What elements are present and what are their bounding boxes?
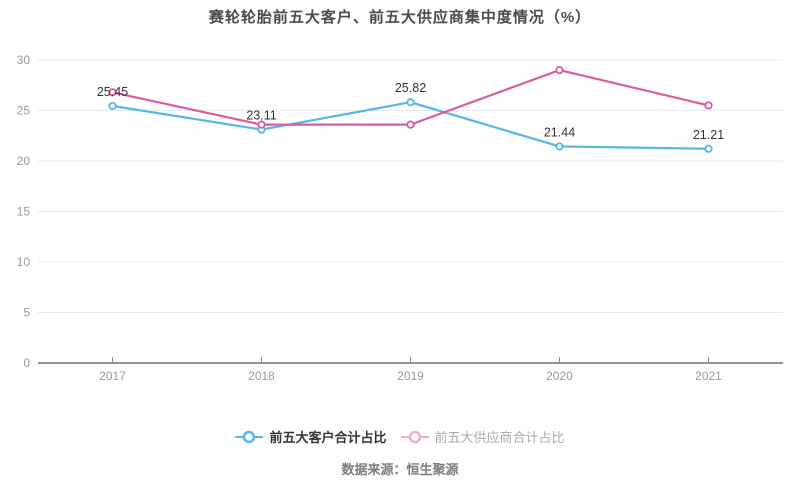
data-point-0-2020[interactable]: [555, 142, 564, 151]
legend-marker-supplier-icon: [400, 430, 429, 443]
legend-marker-customer-icon: [235, 430, 264, 443]
y-axis-label-10: 10: [17, 255, 31, 269]
data-point-0-2019[interactable]: [406, 98, 415, 107]
data-value-label-0-2020: 21.44: [544, 125, 575, 139]
data-value-label-0-2021: 21.21: [693, 128, 724, 142]
line-chart: 0 5 10 15 20 25 30 2017 2018 2019 2020 2021 25.45 23.…: [17, 53, 783, 383]
data-value-label-0-2018: 23.11: [246, 109, 276, 123]
y-axis-label-0: 0: [23, 356, 30, 370]
data-value-label-0-2019: 25.82: [395, 81, 426, 95]
data-point-1-2019[interactable]: [406, 120, 415, 129]
x-axis-label-2018: 2018: [248, 369, 275, 383]
data-point-1-2018[interactable]: [257, 120, 266, 129]
data-point-0-2017[interactable]: [108, 101, 117, 111]
x-axis-label-2020: 2020: [546, 369, 573, 383]
data-point-0-2021[interactable]: [704, 144, 713, 153]
x-axis-label-2019: 2019: [397, 369, 424, 383]
y-axis-label-5: 5: [23, 306, 30, 320]
data-value-label-0-2017: 25.45: [97, 85, 128, 99]
x-axis-label-2021: 2021: [695, 369, 722, 383]
y-axis-label-30: 30: [17, 53, 31, 67]
legend-label-supplier: 前五大供应商合计占比: [434, 430, 565, 445]
legend-label-customer: 前五大客户合计占比: [269, 430, 387, 445]
chart-title: 赛轮轮胎前五大客户、前五大供应商集中度情况（%）: [208, 9, 592, 26]
x-axis-label-2017: 2017: [99, 369, 126, 383]
y-axis-label-25: 25: [17, 104, 31, 118]
legend-item-customer[interactable]: 前五大客户合计占比: [235, 427, 387, 446]
legend-item-supplier[interactable]: 前五大供应商合计占比: [400, 427, 565, 446]
y-axis-label-15: 15: [17, 205, 31, 219]
data-point-1-2021[interactable]: [704, 101, 713, 110]
data-point-1-2020[interactable]: [555, 66, 564, 75]
data-source-note: 数据来源：恒生聚源: [341, 462, 459, 477]
data-point-1-2017[interactable]: [108, 88, 117, 97]
series-line-1: [111, 68, 710, 126]
chart-legend: 前五大客户合计占比 前五大供应商合计占比: [0, 427, 800, 446]
y-axis-label-20: 20: [17, 154, 31, 168]
